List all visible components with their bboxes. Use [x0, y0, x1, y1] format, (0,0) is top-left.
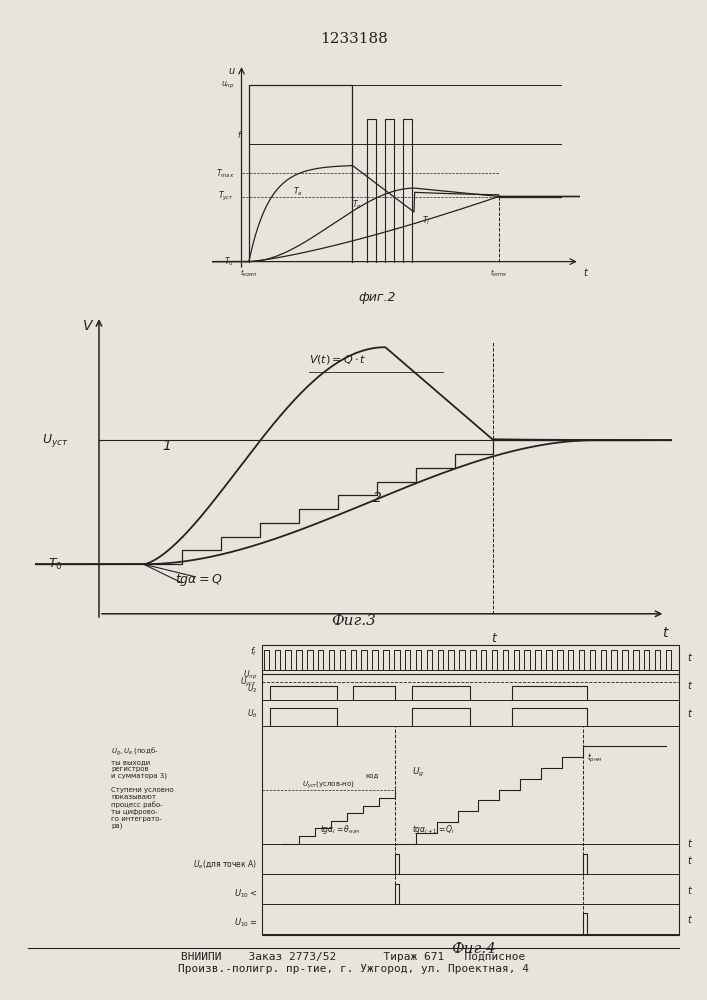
Text: $U_{уст}$(услов-но): $U_{уст}$(услов-но)	[302, 780, 355, 791]
Text: $f_t$: $f_t$	[250, 645, 257, 658]
Text: $U_g$: $U_g$	[411, 766, 424, 779]
Text: 1233188: 1233188	[320, 32, 387, 46]
Text: t: t	[687, 681, 691, 691]
Text: $U_{уст}$: $U_{уст}$	[240, 676, 257, 689]
Text: t: t	[687, 839, 691, 849]
Text: Фиг.3: Фиг.3	[331, 614, 376, 628]
Text: t: t	[687, 856, 691, 866]
Text: $t_{комп}$: $t_{комп}$	[240, 268, 257, 279]
Text: $U_e$(для точек А): $U_e$(для точек А)	[193, 858, 257, 870]
Text: t: t	[583, 268, 588, 278]
Text: код: код	[365, 772, 378, 778]
Text: Произв.-полигр. пр-тие, г. Ужгород, ул. Проектная, 4: Произв.-полигр. пр-тие, г. Ужгород, ул. …	[178, 964, 529, 974]
Text: $U_{уст}$: $U_{уст}$	[42, 432, 68, 449]
Text: t: t	[491, 632, 496, 645]
Text: t: t	[687, 709, 691, 719]
Text: V: V	[83, 319, 93, 333]
Text: $T_a$: $T_a$	[293, 185, 303, 198]
Text: $tg\alpha=Q$: $tg\alpha=Q$	[175, 572, 223, 588]
Text: $U_{пр}$: $U_{пр}$	[243, 669, 257, 682]
Text: t: t	[687, 886, 691, 896]
Text: $T_0$: $T_0$	[224, 255, 234, 268]
Text: t: t	[687, 653, 691, 663]
Text: $T_{max}$: $T_{max}$	[216, 167, 234, 180]
Text: u: u	[228, 66, 234, 76]
Text: $t_{рнм}$: $t_{рнм}$	[587, 752, 602, 765]
Text: фиг.2: фиг.2	[358, 292, 397, 304]
Text: $tg\alpha_{i+1}=Q_i$: $tg\alpha_{i+1}=Q_i$	[411, 823, 455, 836]
Text: f: f	[238, 131, 240, 140]
Text: $U_g, U_e$ (подб-
ты выходи
регистров
и сумматора 3): $U_g, U_e$ (подб- ты выходи регистров и …	[112, 745, 168, 779]
Text: $T_{уст}$: $T_{уст}$	[218, 190, 234, 203]
Text: t: t	[662, 626, 668, 640]
Text: $T_p$: $T_p$	[352, 198, 362, 212]
Text: Ступени условно
показывают
процесс рабо-
ты цифрово-
го интеграто-
ра): Ступени условно показывают процесс рабо-…	[112, 787, 174, 829]
Text: $T_l$: $T_l$	[421, 215, 430, 227]
Text: 1: 1	[163, 438, 172, 452]
Text: $U_б$: $U_б$	[247, 708, 257, 720]
Text: $U_{10}<$: $U_{10}<$	[234, 887, 257, 900]
Text: $U_{10}=$: $U_{10}=$	[234, 917, 257, 929]
Text: $T_0$: $T_0$	[48, 557, 63, 572]
Text: $t_{оптм}$: $t_{оптм}$	[490, 268, 508, 279]
Text: $tg\alpha_i=\theta_{нач}$: $tg\alpha_i=\theta_{нач}$	[320, 823, 361, 836]
Text: $u_{пр}$: $u_{пр}$	[221, 80, 234, 91]
Text: $V(t)=Q\cdot t$: $V(t)=Q\cdot t$	[309, 353, 367, 366]
Text: t: t	[687, 915, 691, 925]
Text: ВНИИПИ    Заказ 2773/52       Тираж 671   Подписное: ВНИИПИ Заказ 2773/52 Тираж 671 Подписное	[182, 952, 525, 962]
Text: $U_2$: $U_2$	[247, 682, 257, 695]
Text: Фиг.4: Фиг.4	[451, 942, 496, 956]
Text: 2: 2	[373, 491, 382, 505]
